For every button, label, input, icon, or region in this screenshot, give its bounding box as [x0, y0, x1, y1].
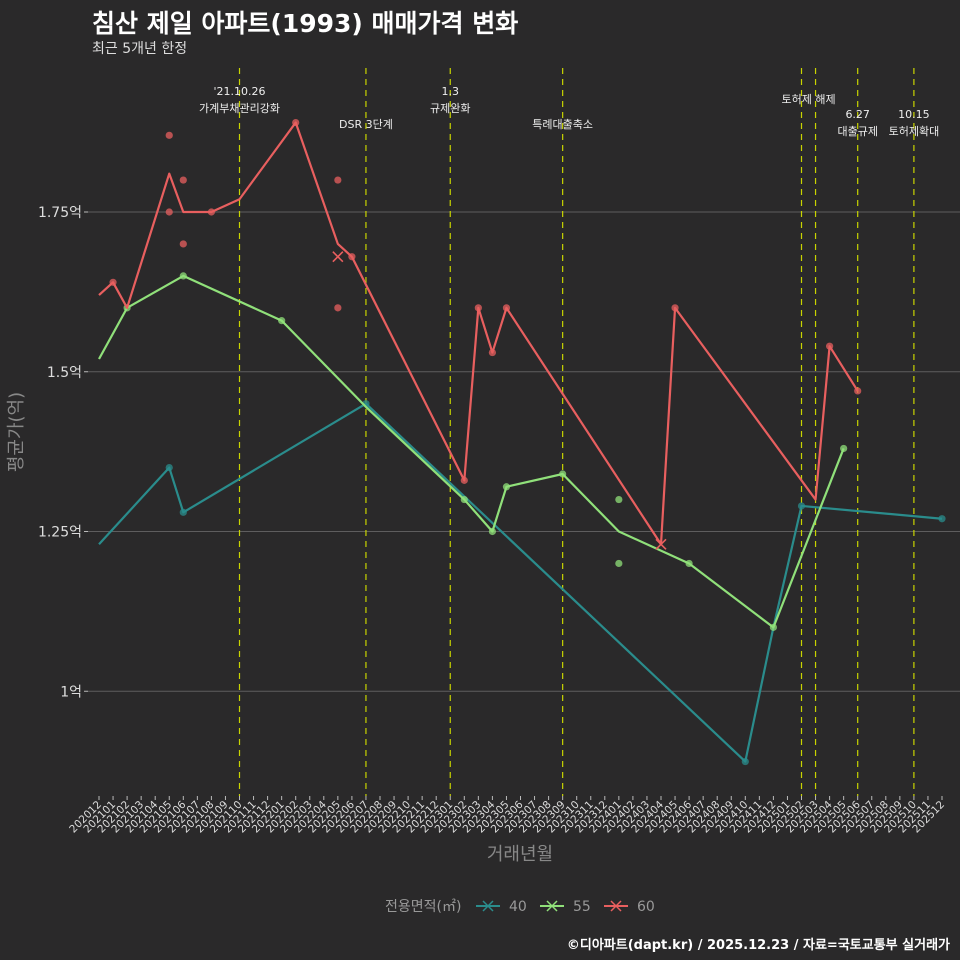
event-label: 10.15: [898, 108, 930, 121]
event-label: DSR 3단계: [339, 118, 393, 131]
event-label: 특례대출축소: [532, 118, 593, 131]
legend-key-marker: [610, 900, 622, 912]
event-label: 규제완화: [430, 102, 470, 115]
data-point-60: [334, 176, 342, 184]
y-tick-label: 1.75억: [38, 205, 82, 221]
chart-subtitle: 최근 5개년 한정: [92, 41, 188, 57]
data-point-40: [165, 464, 173, 472]
data-point-60: [165, 131, 173, 139]
event-label: 가계부채관리강화: [199, 102, 280, 115]
legend-label: 60: [637, 899, 655, 915]
y-tick-label: 1.5억: [47, 365, 82, 381]
data-point-55: [769, 623, 778, 631]
source-caption: ©디아파트(dapt.kr) / 2025.12.23 / 자료=국토교통부 실…: [566, 938, 950, 953]
data-point-60: [502, 304, 511, 312]
data-point-60: [207, 208, 215, 216]
data-point-55: [488, 527, 496, 536]
data-point-40: [797, 502, 806, 510]
data-point-55: [559, 470, 567, 478]
data-point-55: [278, 317, 286, 325]
data-point-55: [460, 495, 468, 504]
data-point-55: [179, 272, 187, 280]
series-line-60: [98, 121, 859, 546]
legend-key-marker: [482, 900, 494, 912]
y-axis-title: 평균가(억): [6, 392, 27, 472]
data-point-55: [615, 495, 623, 504]
data-point-40: [938, 515, 946, 523]
legend-title: 전용면적(㎡): [385, 899, 461, 915]
data-point-60: [348, 253, 356, 261]
data-point-60: [474, 304, 482, 312]
data-point-60: [292, 118, 300, 127]
y-tick-label: 1.25억: [38, 525, 82, 541]
data-point-60: [179, 176, 187, 184]
event-label: 대출규제: [837, 125, 877, 138]
data-point-60: [109, 278, 117, 286]
x-axis-title: 거래년월: [487, 844, 553, 865]
data-point-60: [671, 304, 679, 312]
data-point-60: [334, 304, 342, 312]
series-line-55: [98, 274, 845, 629]
data-point-40: [741, 757, 749, 766]
data-point-60: [488, 348, 496, 357]
data-point-60: [826, 342, 834, 350]
cancelled-marker: [655, 538, 667, 550]
data-point-55: [685, 559, 693, 568]
chart-title: 침산 제일 아파트(1993) 매매가격 변화: [92, 9, 519, 38]
event-label: 토허제 해제: [781, 92, 835, 106]
event-label: '21.10.26: [213, 85, 265, 98]
data-point-60: [460, 476, 468, 484]
event-label: 6.27: [845, 108, 870, 121]
cancelled-marker: [332, 251, 344, 263]
series-line-40: [98, 402, 943, 763]
legend-key-marker: [546, 900, 558, 912]
data-point-55: [840, 444, 848, 453]
data-point-60: [854, 387, 862, 395]
data-point-55: [502, 483, 511, 491]
y-tick-label: 1억: [60, 684, 82, 700]
data-point-60: [165, 208, 173, 216]
data-point-60: [179, 240, 187, 248]
legend-label: 40: [509, 899, 527, 915]
data-point-40: [179, 508, 187, 516]
event-label: 토허제확대: [889, 125, 940, 138]
event-label: 1.3: [442, 85, 460, 98]
data-point-55: [615, 559, 623, 568]
legend-label: 55: [573, 899, 591, 915]
